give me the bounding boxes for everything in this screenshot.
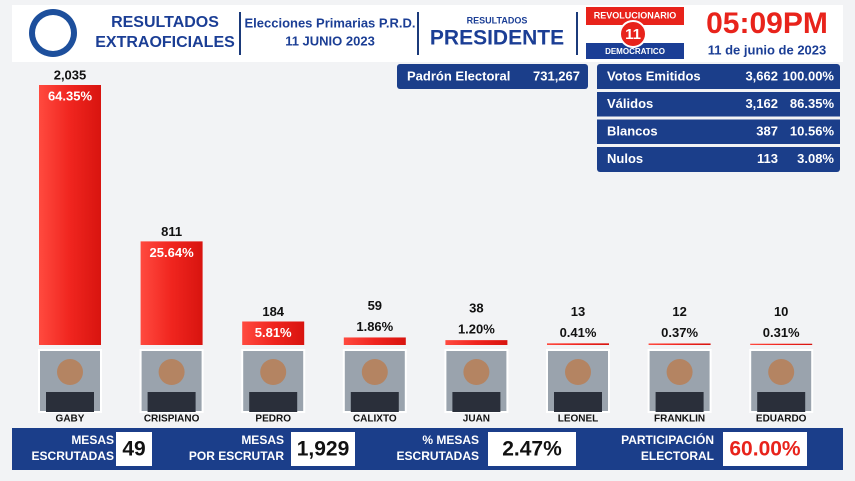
bar — [445, 340, 508, 345]
title: RESULTADOS — [111, 14, 219, 31]
party-blue — [586, 43, 684, 59]
photo-suit — [249, 392, 298, 412]
padron-value: 731,267 — [533, 68, 580, 83]
stats-label: Votos Emitidos — [607, 68, 701, 83]
candidate-name: FRANKLIN — [654, 414, 705, 425]
value-label: 811 — [161, 224, 182, 239]
candidate-name: CRISPIANO — [144, 414, 200, 425]
padron-label: Padrón Electoral — [407, 68, 510, 83]
party-red — [586, 7, 684, 25]
results-label: RESULTADOS — [467, 15, 528, 25]
value-label: 38 — [469, 301, 483, 316]
share-label: 1.86% — [356, 319, 393, 334]
bar — [547, 343, 609, 345]
share-label: 25.64% — [150, 245, 195, 260]
bar — [648, 343, 711, 345]
value-label: 10 — [774, 304, 788, 319]
footer-label: POR ESCRUTAR — [189, 449, 284, 463]
padron-box — [397, 64, 588, 89]
footer-value: 2.47% — [502, 438, 562, 461]
clock-box — [692, 7, 842, 62]
photo-suit — [46, 392, 94, 412]
candidate-name: EDUARDO — [756, 414, 807, 425]
party-name: DEMOCRATICO — [605, 47, 665, 56]
footer-value: 60.00% — [729, 438, 801, 461]
footer-label: ESCRUTADAS — [397, 449, 479, 463]
stats-label: Nulos — [607, 151, 643, 166]
photo-face — [463, 359, 490, 385]
party-number: 11 — [625, 26, 641, 43]
footer-label: % MESAS — [422, 433, 479, 447]
share-label: 0.37% — [661, 325, 698, 340]
election-date: 11 JUNIO 2023 — [285, 33, 375, 48]
share-label: 0.41% — [560, 325, 597, 340]
stats-value: 387 — [756, 123, 778, 138]
footer-label: PARTICIPACIÓN — [621, 432, 714, 447]
candidate-name: JUAN — [463, 414, 490, 425]
results-title: PRESIDENTE — [430, 27, 564, 50]
share-label: 64.35% — [48, 88, 93, 103]
candidate-name: PEDRO — [255, 414, 291, 425]
footer-value-box — [723, 432, 807, 466]
value-label: 13 — [571, 304, 585, 319]
bar — [343, 337, 406, 345]
footer-value-box — [291, 432, 355, 466]
photo-face — [361, 359, 388, 385]
stats-label: Válidos — [607, 96, 653, 111]
bar — [750, 343, 813, 345]
photo-suit — [655, 392, 704, 412]
candidate-name: LEONEL — [558, 414, 599, 425]
footer-label: ESCRUTADAS — [32, 449, 114, 463]
photo-face — [666, 359, 693, 385]
stats-percent: 100.00% — [783, 68, 835, 83]
photo-suit — [452, 392, 501, 412]
value-label: 12 — [672, 304, 686, 319]
stats-percent: 86.35% — [790, 96, 835, 111]
party-name: REVOLUCIONARIO — [594, 10, 677, 20]
title: EXTRAOFICIALES — [95, 34, 235, 51]
photo-face — [260, 359, 287, 385]
photo-suit — [757, 392, 806, 412]
stats-percent: 3.08% — [797, 151, 834, 166]
stats-value: 3,662 — [745, 68, 778, 83]
footer-label: MESAS — [71, 433, 114, 447]
photo-suit — [147, 392, 196, 412]
candidate-name: GABY — [56, 414, 85, 425]
footer-value: 49 — [122, 438, 145, 461]
bar — [39, 85, 101, 345]
footer-value-box — [116, 432, 152, 466]
share-label: 5.81% — [255, 325, 292, 340]
share-label: 0.31% — [763, 325, 800, 340]
bar — [242, 321, 305, 345]
photo-face — [158, 359, 185, 385]
election: Elecciones Primarias P.R.D. — [244, 15, 415, 30]
footer-label: MESAS — [241, 433, 284, 447]
candidate-name: CALIXTO — [353, 414, 397, 425]
value-label: 2,035 — [54, 67, 87, 82]
share-label: 1.20% — [458, 322, 495, 337]
footer-value: 1,929 — [297, 438, 350, 461]
stats-label: Blancos — [607, 123, 658, 138]
clock: 05:09PM — [706, 7, 828, 40]
date: 11 de junio de 2023 — [708, 42, 827, 57]
value-label: 59 — [368, 298, 382, 313]
stats-value: 3,162 — [745, 96, 778, 111]
photo-suit — [554, 392, 602, 412]
bar — [140, 241, 203, 345]
photo-face — [768, 359, 795, 385]
value-label: 184 — [262, 304, 284, 319]
stats-value: 113 — [757, 151, 778, 166]
photo-face — [565, 359, 591, 385]
footer-label: ELECTORAL — [641, 449, 714, 463]
stats-percent: 10.56% — [790, 123, 835, 138]
footer-value-box — [488, 432, 576, 466]
logo-inner — [35, 15, 71, 51]
photo-face — [57, 359, 83, 385]
photo-suit — [350, 392, 399, 412]
party-circle — [619, 20, 647, 48]
